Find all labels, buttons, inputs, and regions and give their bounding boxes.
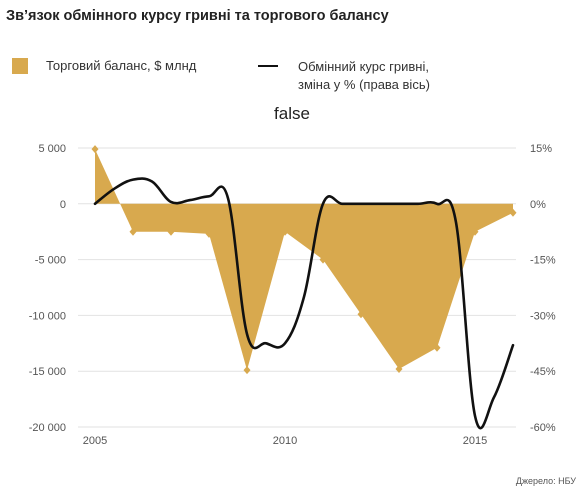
chart-title-heading: Зв’язок обмінного курсу гривні та торгов… xyxy=(6,8,389,24)
trade-balance-point xyxy=(357,310,365,319)
legend-swatch-trade-balance xyxy=(12,58,28,74)
y-left-tick-label: -5 000 xyxy=(35,255,66,267)
y-left-tick-label: -10 000 xyxy=(29,310,66,322)
trade-balance-point xyxy=(395,364,403,373)
trade-balance-point xyxy=(281,227,289,236)
trade-balance-point xyxy=(471,227,479,236)
trade-balance-point xyxy=(167,227,175,236)
trade-balance-point xyxy=(205,229,213,238)
y-right-tick-label: -15% xyxy=(530,255,556,267)
y-right-tick-label: 0% xyxy=(530,199,546,211)
x-tick-label: 2010 xyxy=(273,435,297,447)
legend-label-exchange-rate-line2: зміна у % (права вісь) xyxy=(298,77,430,92)
trade-balance-point xyxy=(509,208,517,217)
trade-balance-point xyxy=(433,343,441,352)
x-tick-label: 2015 xyxy=(463,435,487,447)
exchange-rate-line xyxy=(93,177,515,430)
y-left-tick-label: 5 000 xyxy=(38,143,66,155)
trade-balance-point xyxy=(243,366,251,375)
x-tick-label: 2005 xyxy=(83,435,107,447)
y-right-tick-label: -30% xyxy=(530,310,556,322)
y-right-tick-label: 15% xyxy=(530,143,552,155)
trade-balance-point xyxy=(129,227,137,236)
trade-balance-point xyxy=(319,255,327,264)
y-left-tick-label: 0 xyxy=(60,199,66,211)
y-left-tick-label: -15 000 xyxy=(29,366,66,378)
legend-label-exchange-rate-line1: Обмінний курс гривні, xyxy=(298,59,429,74)
legend-label-exchange-rate: Обмінний курс гривні, зміна у % (права в… xyxy=(298,58,430,94)
legend-swatch-exchange-rate xyxy=(258,65,278,67)
chart-subtitle: false xyxy=(274,104,310,123)
y-left-tick-label: -20 000 xyxy=(29,422,66,434)
source-note: Джерело: НБУ xyxy=(515,476,576,486)
y-right-tick-label: -60% xyxy=(530,422,556,434)
legend-label-trade-balance: Торговий баланс, $ млнд xyxy=(46,58,197,73)
trade-balance-point xyxy=(91,145,99,154)
y-right-tick-label: -45% xyxy=(530,366,556,378)
